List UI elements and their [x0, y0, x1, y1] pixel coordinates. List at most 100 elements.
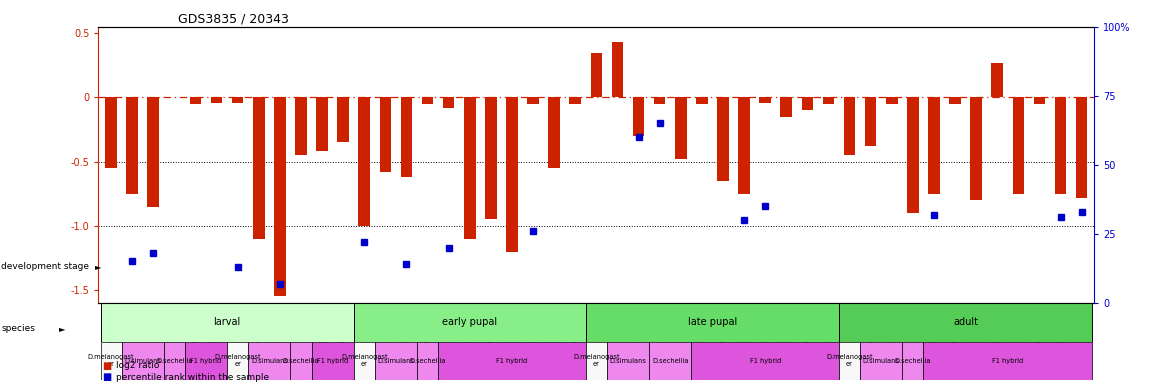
Bar	[739, 98, 750, 194]
Text: early pupal: early pupal	[442, 317, 497, 327]
Text: late pupal: late pupal	[688, 317, 736, 327]
Text: D.simulans: D.simulans	[609, 358, 646, 364]
Bar	[902, 341, 923, 380]
Bar	[147, 98, 159, 207]
Text: GDS3835 / 20343: GDS3835 / 20343	[178, 13, 290, 26]
Text: species: species	[1, 324, 35, 333]
Text: D.melanogast
er: D.melanogast er	[573, 354, 620, 367]
Bar	[929, 98, 940, 194]
Text: D.simulans: D.simulans	[863, 358, 900, 364]
Bar	[717, 98, 728, 181]
Bar	[696, 98, 708, 104]
Bar	[101, 341, 122, 380]
Bar	[380, 98, 391, 172]
Text: D.melanogast
er: D.melanogast er	[340, 354, 388, 367]
Text: ■: ■	[102, 361, 111, 371]
Text: F1 hybrid: F1 hybrid	[317, 358, 349, 364]
Bar	[295, 98, 307, 155]
Text: larval: larval	[213, 317, 241, 327]
Bar	[591, 53, 602, 98]
Bar	[464, 98, 476, 239]
Bar	[607, 341, 650, 380]
Bar	[860, 341, 902, 380]
Bar	[232, 98, 243, 103]
Bar	[227, 341, 248, 380]
Text: D.simulans: D.simulans	[378, 358, 415, 364]
Bar	[865, 98, 877, 146]
Bar	[105, 98, 117, 168]
Bar	[760, 98, 771, 103]
Bar	[1076, 98, 1087, 198]
Bar	[1012, 98, 1024, 194]
Text: D.simulans: D.simulans	[251, 358, 288, 364]
Bar	[822, 98, 834, 104]
Bar	[316, 98, 328, 151]
Bar	[886, 98, 897, 104]
Bar	[248, 341, 291, 380]
Bar	[780, 98, 792, 117]
Bar	[570, 98, 581, 104]
Text: percentile rank within the sample: percentile rank within the sample	[116, 372, 269, 382]
Text: F1 hybrid: F1 hybrid	[992, 358, 1024, 364]
Bar	[650, 341, 691, 380]
Bar	[1055, 98, 1067, 194]
Bar	[549, 98, 560, 168]
Bar	[337, 98, 349, 142]
Bar	[801, 98, 813, 110]
Bar	[840, 303, 1092, 341]
Bar	[401, 98, 412, 177]
Bar	[527, 98, 538, 104]
Bar	[1034, 98, 1046, 104]
Bar	[438, 341, 586, 380]
Bar	[375, 341, 417, 380]
Bar	[353, 303, 586, 341]
Bar	[907, 98, 918, 213]
Text: development stage: development stage	[1, 262, 89, 271]
Text: D.melanogast
er: D.melanogast er	[827, 354, 873, 367]
Bar	[122, 341, 163, 380]
Bar	[991, 63, 1003, 98]
Bar	[126, 98, 138, 194]
Bar	[586, 341, 607, 380]
Bar	[101, 303, 353, 341]
Bar	[844, 98, 856, 155]
Bar	[353, 341, 375, 380]
Bar	[654, 98, 666, 104]
Bar	[840, 341, 860, 380]
Bar	[312, 341, 353, 380]
Bar	[485, 98, 497, 219]
Bar	[970, 98, 982, 200]
Text: D.sechellia: D.sechellia	[156, 358, 192, 364]
Bar	[923, 341, 1092, 380]
Text: F1 hybrid: F1 hybrid	[497, 358, 528, 364]
Text: ►: ►	[59, 324, 66, 333]
Bar	[291, 341, 312, 380]
Bar	[163, 341, 185, 380]
Bar	[675, 98, 687, 159]
Bar	[586, 303, 840, 341]
Text: ►: ►	[95, 262, 102, 271]
Text: F1 hybrid: F1 hybrid	[749, 358, 780, 364]
Text: ■: ■	[102, 372, 111, 382]
Bar	[252, 98, 264, 239]
Bar	[211, 98, 222, 103]
Bar	[417, 341, 438, 380]
Text: D.melanogast
er: D.melanogast er	[88, 354, 134, 367]
Bar	[632, 98, 644, 136]
Text: D.melanogast
er: D.melanogast er	[214, 354, 261, 367]
Bar	[274, 98, 286, 296]
Text: adult: adult	[953, 317, 979, 327]
Text: D.simulans: D.simulans	[124, 358, 161, 364]
Text: F1 hybrid: F1 hybrid	[190, 358, 221, 364]
Text: D.sechellia: D.sechellia	[652, 358, 689, 364]
Bar	[611, 42, 623, 98]
Bar	[190, 98, 201, 104]
Bar	[359, 98, 371, 226]
Text: D.sechellia: D.sechellia	[283, 358, 320, 364]
Bar	[185, 341, 227, 380]
Bar	[950, 98, 961, 104]
Text: log2 ratio: log2 ratio	[116, 361, 159, 370]
Bar	[442, 98, 454, 108]
Text: D.sechellia: D.sechellia	[895, 358, 931, 364]
Text: D.sechellia: D.sechellia	[409, 358, 446, 364]
